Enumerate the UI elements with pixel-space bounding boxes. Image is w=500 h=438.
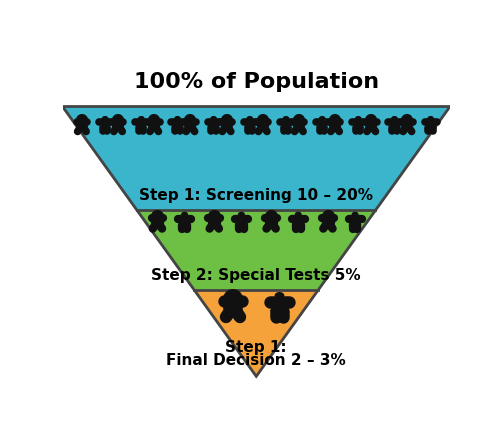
Circle shape (188, 117, 193, 120)
Circle shape (247, 117, 252, 120)
Text: 100% of Population: 100% of Population (134, 72, 379, 92)
Polygon shape (137, 210, 376, 290)
Circle shape (260, 117, 266, 120)
Circle shape (102, 117, 108, 120)
Circle shape (284, 117, 288, 120)
Circle shape (175, 117, 180, 120)
Polygon shape (99, 120, 111, 128)
Circle shape (356, 117, 361, 120)
Polygon shape (348, 216, 362, 225)
Polygon shape (316, 120, 328, 128)
Circle shape (352, 212, 358, 216)
Circle shape (405, 117, 410, 120)
Polygon shape (172, 120, 183, 128)
Polygon shape (235, 216, 248, 225)
Circle shape (238, 212, 244, 216)
Circle shape (392, 117, 397, 120)
Circle shape (138, 117, 144, 120)
Circle shape (152, 117, 157, 120)
Polygon shape (388, 120, 400, 128)
Polygon shape (178, 216, 191, 225)
Text: Step 1:: Step 1: (226, 340, 287, 356)
Circle shape (296, 212, 301, 216)
Circle shape (229, 293, 237, 299)
Circle shape (224, 117, 229, 120)
Polygon shape (352, 120, 364, 128)
Polygon shape (270, 299, 289, 311)
Polygon shape (424, 120, 436, 128)
Circle shape (296, 117, 302, 120)
Circle shape (182, 212, 188, 216)
Circle shape (320, 117, 324, 120)
Circle shape (268, 212, 274, 216)
Circle shape (211, 117, 216, 120)
Text: Final Decision 2 – 3%: Final Decision 2 – 3% (166, 353, 346, 367)
Polygon shape (244, 120, 256, 128)
Circle shape (368, 117, 374, 120)
Circle shape (212, 212, 217, 216)
Text: Step 1: Screening 10 – 20%: Step 1: Screening 10 – 20% (139, 188, 373, 203)
Circle shape (332, 117, 338, 120)
Polygon shape (62, 106, 450, 210)
Circle shape (154, 212, 160, 216)
Text: Step 2: Special Tests 5%: Step 2: Special Tests 5% (152, 268, 361, 283)
Circle shape (428, 117, 433, 120)
Circle shape (276, 293, 283, 299)
Polygon shape (208, 120, 220, 128)
Circle shape (325, 212, 330, 216)
Circle shape (80, 117, 84, 120)
Polygon shape (292, 216, 304, 225)
Circle shape (116, 117, 120, 120)
Polygon shape (280, 120, 292, 128)
Polygon shape (136, 120, 147, 128)
Polygon shape (194, 290, 318, 376)
